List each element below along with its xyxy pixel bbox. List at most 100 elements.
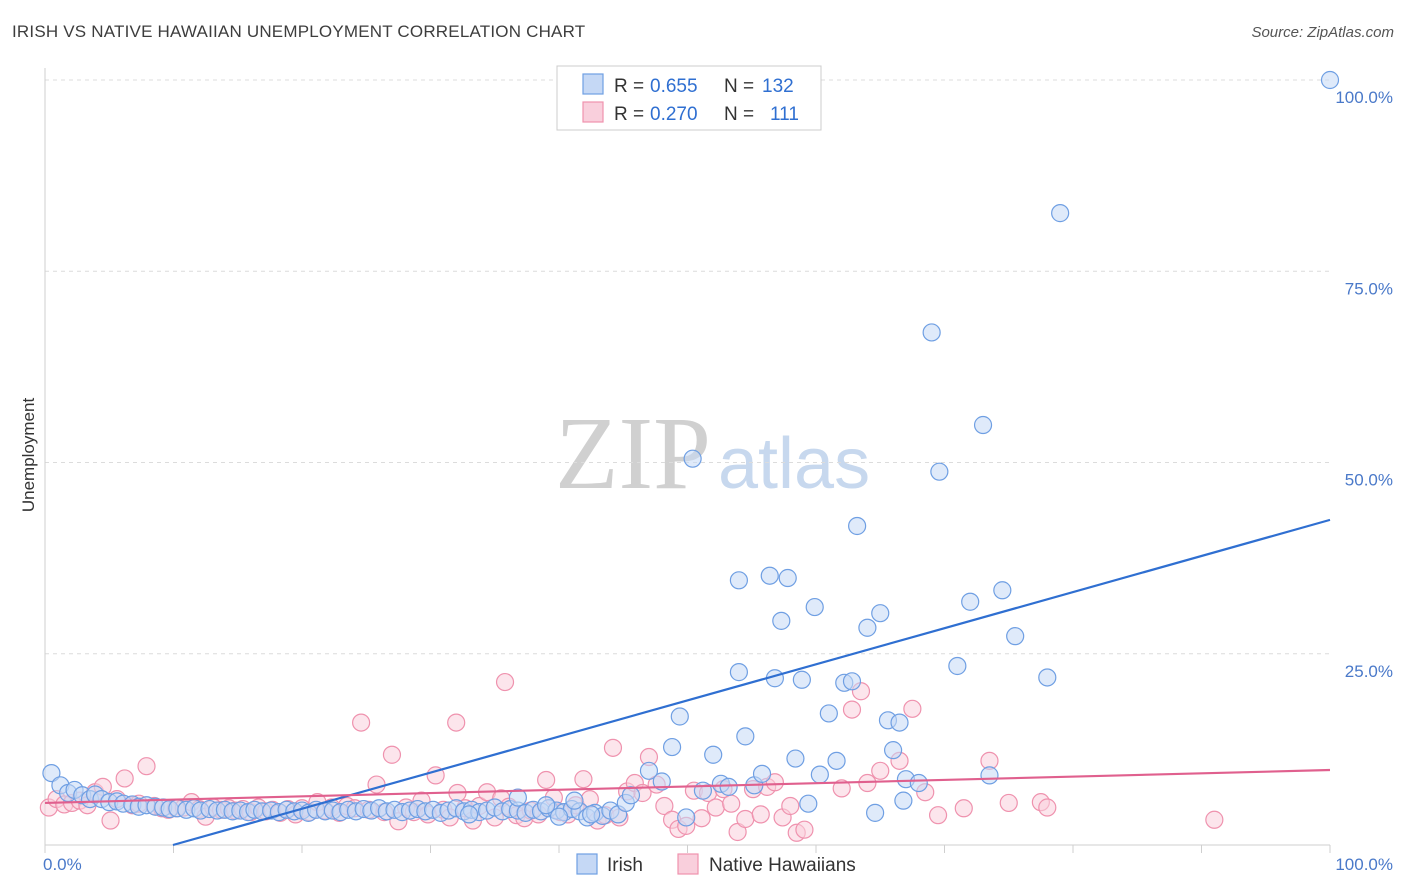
point-irish-97 bbox=[792, 670, 811, 689]
point-irish-108 bbox=[871, 604, 890, 623]
point-irish-99 bbox=[805, 597, 824, 617]
legend-n-value-hawaiian: 111 bbox=[770, 104, 799, 125]
point-irish-107 bbox=[866, 803, 885, 822]
grid bbox=[45, 79, 1330, 655]
point-irish-89 bbox=[729, 663, 749, 682]
point-irish-130 bbox=[537, 796, 556, 815]
point-irish-123 bbox=[1038, 668, 1057, 687]
point-irish-125 bbox=[1320, 70, 1340, 90]
point-hawaiian-117 bbox=[1205, 810, 1224, 829]
point-irish-117 bbox=[948, 656, 967, 676]
point-irish-92 bbox=[760, 566, 779, 585]
point-hawaiian-102 bbox=[795, 820, 814, 839]
trend-line-hawaiian bbox=[44, 768, 1331, 805]
point-irish-76 bbox=[621, 786, 641, 805]
axes bbox=[44, 68, 1331, 853]
watermark-atlas: atlas bbox=[718, 424, 870, 504]
point-hawaiian-107 bbox=[871, 761, 890, 780]
point-hawaiian-111 bbox=[928, 806, 948, 825]
series-label-hawaiian: Native Hawaiians bbox=[709, 855, 856, 876]
point-irish-118 bbox=[961, 592, 980, 611]
point-irish-104 bbox=[842, 672, 862, 691]
legend-n-value-irish: 132 bbox=[762, 76, 794, 97]
point-irish-115 bbox=[922, 323, 941, 342]
point-irish-131 bbox=[582, 805, 601, 824]
point-irish-98 bbox=[799, 794, 818, 813]
point-hawaiian-118 bbox=[495, 672, 515, 692]
point-irish-83 bbox=[693, 781, 713, 800]
series-swatch-irish bbox=[576, 853, 598, 875]
point-irish-121 bbox=[993, 581, 1012, 600]
point-hawaiian-103 bbox=[832, 779, 851, 798]
point-hawaiian-116 bbox=[1038, 798, 1057, 817]
point-hawaiian-42 bbox=[352, 713, 371, 732]
point-irish-84 bbox=[704, 745, 723, 764]
point-hawaiian-104 bbox=[842, 700, 862, 719]
point-irish-128 bbox=[459, 805, 479, 824]
point-hawaiian-72 bbox=[574, 770, 593, 789]
point-irish-87 bbox=[729, 571, 749, 590]
y-tick-label-0: 25.0% bbox=[1345, 662, 1393, 681]
point-irish-122 bbox=[1006, 627, 1025, 646]
point-irish-116 bbox=[930, 462, 949, 481]
legend-r-label: R = bbox=[614, 104, 644, 125]
point-irish-110 bbox=[883, 741, 903, 760]
point-irish-126 bbox=[549, 807, 569, 826]
point-irish-114 bbox=[909, 773, 928, 793]
legend-swatch-irish bbox=[582, 73, 604, 95]
series-swatch-hawaiian bbox=[677, 853, 699, 875]
point-hawaiian-109 bbox=[903, 699, 922, 718]
point-irish-78 bbox=[652, 772, 671, 791]
legend-n-label: N = bbox=[724, 104, 754, 125]
y-tick-label-2: 75.0% bbox=[1345, 279, 1393, 298]
trend-lines bbox=[44, 518, 1331, 847]
watermark-zip: ZIP bbox=[555, 396, 711, 511]
point-hawaiian-76 bbox=[603, 738, 623, 757]
point-hawaiian-67 bbox=[537, 770, 556, 790]
point-hawaiian-90 bbox=[706, 798, 725, 817]
chart-title: IRISH VS NATIVE HAWAIIAN UNEMPLOYMENT CO… bbox=[12, 22, 586, 41]
point-hawaiian-98 bbox=[765, 773, 784, 792]
point-irish-79 bbox=[662, 737, 682, 757]
y-tick-label-1: 50.0% bbox=[1345, 471, 1393, 490]
legend-r-value-hawaiian: 0.270 bbox=[650, 104, 698, 125]
point-hawaiian-10 bbox=[115, 769, 134, 788]
point-hawaiian-100 bbox=[781, 796, 800, 816]
legend-n-label: N = bbox=[724, 76, 754, 97]
legend-r-label: R = bbox=[614, 76, 644, 97]
legend-swatch-hawaiian bbox=[582, 101, 604, 123]
trend-line-irish bbox=[172, 518, 1331, 847]
point-irish-112 bbox=[894, 791, 913, 810]
point-irish-129 bbox=[508, 788, 527, 807]
point-irish-102 bbox=[827, 751, 846, 770]
point-irish-91 bbox=[752, 764, 772, 783]
y-tick-label-3: 100.0% bbox=[1335, 88, 1393, 107]
source-label: Source: ZipAtlas.com bbox=[1251, 24, 1394, 41]
watermark: ZIP atlas bbox=[555, 396, 870, 511]
point-irish-94 bbox=[772, 611, 791, 630]
point-hawaiian-46 bbox=[382, 745, 402, 764]
point-irish-111 bbox=[890, 713, 909, 732]
point-hawaiian-114 bbox=[999, 793, 1018, 813]
point-hawaiian-8 bbox=[101, 811, 120, 830]
point-irish-80 bbox=[670, 707, 689, 726]
point-irish-0 bbox=[42, 763, 61, 783]
point-irish-106 bbox=[858, 618, 877, 637]
point-irish-101 bbox=[819, 704, 838, 723]
point-irish-127 bbox=[565, 791, 584, 810]
point-hawaiian-92 bbox=[722, 794, 741, 813]
x-tick-label-0: 0.0% bbox=[43, 855, 82, 874]
point-irish-95 bbox=[778, 568, 797, 588]
point-hawaiian-96 bbox=[751, 805, 770, 824]
x-tick-label-1: 100.0% bbox=[1335, 855, 1393, 874]
point-irish-124 bbox=[1051, 204, 1070, 223]
point-irish-105 bbox=[848, 516, 867, 536]
point-hawaiian-112 bbox=[954, 799, 973, 818]
tick-labels: 25.0% 50.0% 75.0% 100.0% 0.0% 100.0% bbox=[43, 88, 1393, 874]
point-hawaiian-94 bbox=[736, 809, 755, 829]
legend-r-value-irish: 0.655 bbox=[650, 76, 698, 97]
point-hawaiian-88 bbox=[692, 809, 711, 828]
point-irish-82 bbox=[683, 449, 702, 468]
point-irish-86 bbox=[719, 777, 738, 796]
